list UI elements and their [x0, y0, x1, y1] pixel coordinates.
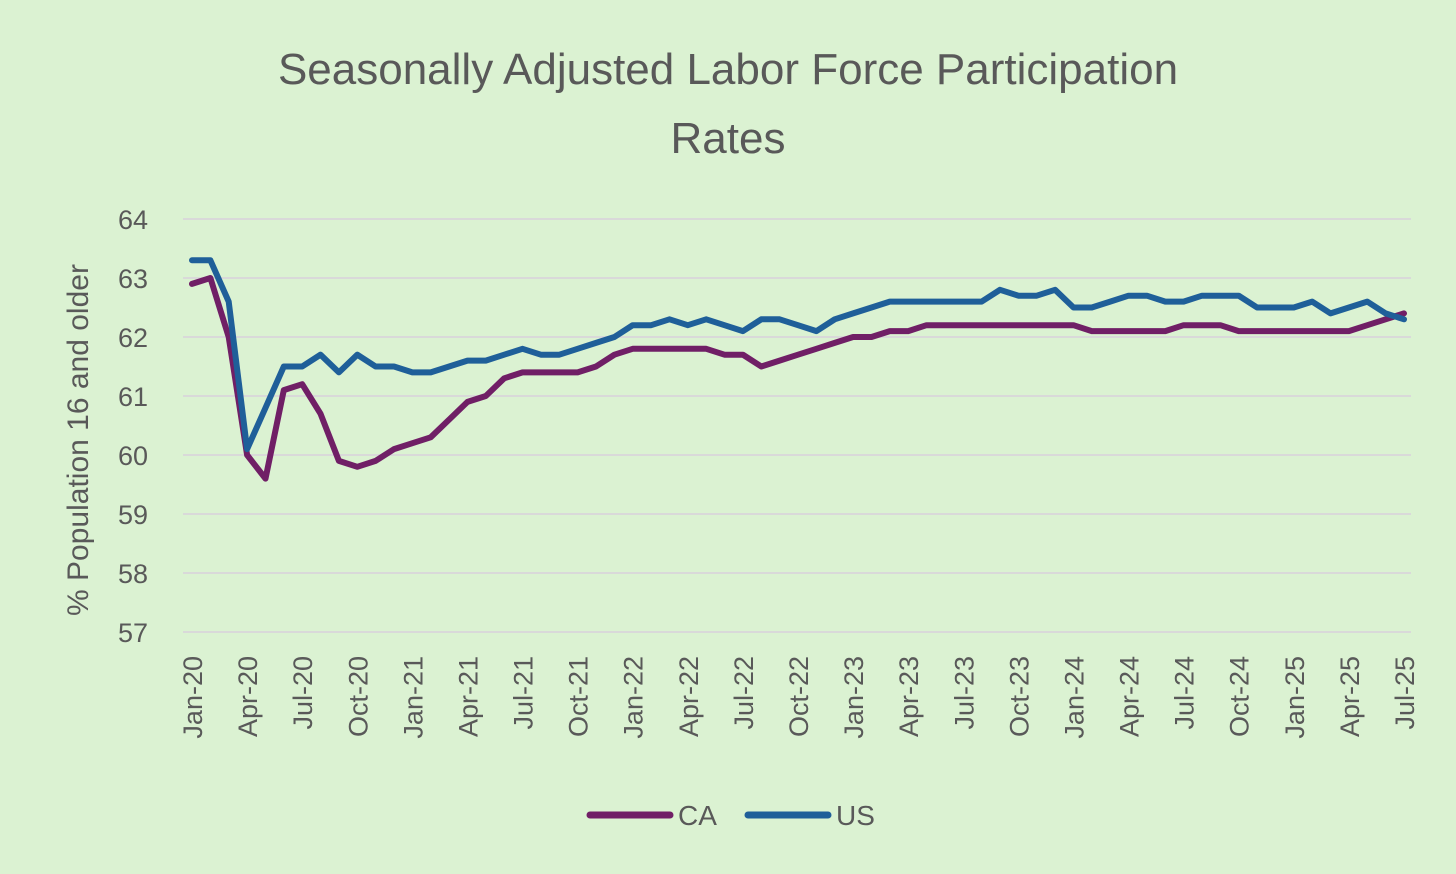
series-lines [189, 257, 1407, 482]
x-tick-label: Oct-20 [343, 656, 373, 737]
x-tick-label: Oct-22 [784, 656, 814, 737]
x-tick-label: Jul-20 [288, 656, 318, 730]
x-tick-label: Oct-21 [564, 656, 594, 737]
chart-title-line-1: Seasonally Adjusted Labor Force Particip… [278, 45, 1178, 94]
x-tick-label: Apr-21 [453, 656, 483, 737]
x-tick-label: Apr-23 [894, 656, 924, 737]
y-tick-label: 64 [118, 205, 148, 235]
series-line-us [189, 257, 1407, 453]
y-axis-ticks: 57 58 59 60 61 62 63 64 [118, 205, 148, 648]
legend: CA US [586, 800, 875, 831]
x-tick-label: Jan-25 [1280, 656, 1310, 739]
y-axis-label: % Population 16 and older [62, 264, 95, 616]
y-tick-label: 59 [118, 500, 148, 530]
x-tick-label: Jul-22 [729, 656, 759, 730]
x-tick-label: Apr-20 [233, 656, 263, 737]
x-tick-label: Jan-21 [398, 656, 428, 739]
gridlines [183, 218, 1411, 633]
x-tick-label: Jan-23 [839, 656, 869, 739]
x-tick-label: Jul-25 [1390, 656, 1420, 730]
legend-label-ca: CA [678, 800, 717, 831]
x-tick-label: Jan-20 [178, 656, 208, 739]
series-line-ca [189, 275, 1407, 482]
x-tick-label: Jan-22 [619, 656, 649, 739]
x-tick-label: Apr-24 [1115, 656, 1145, 737]
y-tick-label: 61 [118, 382, 148, 412]
y-tick-label: 62 [118, 323, 148, 353]
y-tick-label: 63 [118, 264, 148, 294]
x-tick-label: Jul-24 [1170, 656, 1200, 730]
x-axis-ticks: Jan-20 Apr-20 Jul-20 Oct-20 Jan-21 Apr-21 Jul-… [178, 656, 1420, 739]
x-tick-label: Jul-23 [949, 656, 979, 730]
x-tick-label: Apr-25 [1335, 656, 1365, 737]
x-tick-label: Jul-21 [509, 656, 539, 730]
x-tick-label: Oct-24 [1225, 656, 1255, 737]
x-tick-label: Jan-24 [1059, 656, 1089, 739]
y-tick-label: 60 [118, 441, 148, 471]
legend-label-us: US [836, 800, 875, 831]
x-tick-label: Apr-22 [674, 656, 704, 737]
y-tick-label: 57 [118, 618, 148, 648]
y-tick-label: 58 [118, 559, 148, 589]
chart-title-line-2: Rates [671, 114, 786, 163]
x-tick-label: Oct-23 [1004, 656, 1034, 737]
